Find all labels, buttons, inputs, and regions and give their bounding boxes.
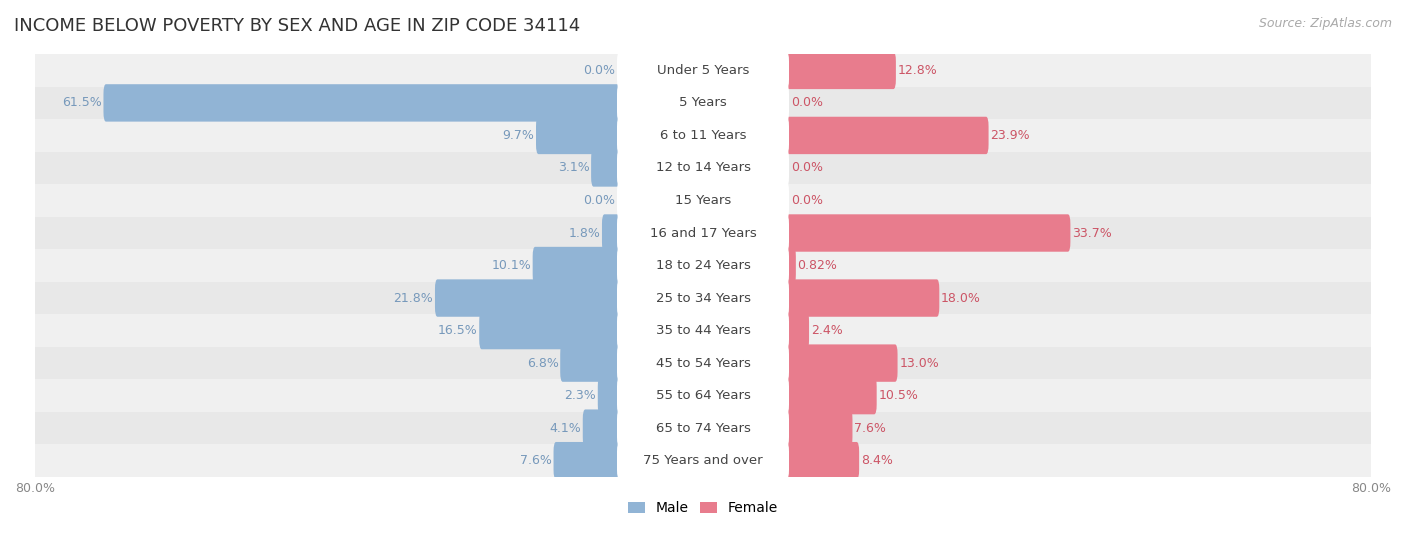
Bar <box>35 282 1371 314</box>
Text: 6 to 11 Years: 6 to 11 Years <box>659 129 747 142</box>
Text: 75 Years and over: 75 Years and over <box>643 454 763 467</box>
FancyBboxPatch shape <box>617 182 789 219</box>
FancyBboxPatch shape <box>617 442 789 480</box>
Text: 23.9%: 23.9% <box>990 129 1029 142</box>
Text: 0.82%: 0.82% <box>797 259 838 272</box>
Bar <box>35 54 1371 87</box>
Bar <box>35 87 1371 119</box>
Bar <box>35 412 1371 444</box>
FancyBboxPatch shape <box>591 149 621 187</box>
FancyBboxPatch shape <box>533 247 621 284</box>
FancyBboxPatch shape <box>560 344 621 382</box>
FancyBboxPatch shape <box>785 280 939 317</box>
Text: 18.0%: 18.0% <box>941 292 981 305</box>
Text: 0.0%: 0.0% <box>790 194 823 207</box>
Text: 61.5%: 61.5% <box>62 96 101 110</box>
Text: 4.1%: 4.1% <box>550 421 581 435</box>
FancyBboxPatch shape <box>617 149 789 187</box>
Text: 10.1%: 10.1% <box>491 259 531 272</box>
Bar <box>35 119 1371 151</box>
Text: 5 Years: 5 Years <box>679 96 727 110</box>
Text: 18 to 24 Years: 18 to 24 Years <box>655 259 751 272</box>
Text: 16 and 17 Years: 16 and 17 Years <box>650 226 756 239</box>
Text: 16.5%: 16.5% <box>437 324 478 337</box>
Text: 6.8%: 6.8% <box>527 357 558 369</box>
FancyBboxPatch shape <box>785 377 877 414</box>
FancyBboxPatch shape <box>785 344 897 382</box>
Legend: Male, Female: Male, Female <box>623 496 783 521</box>
Text: 55 to 64 Years: 55 to 64 Years <box>655 389 751 402</box>
Text: 33.7%: 33.7% <box>1071 226 1112 239</box>
Text: 15 Years: 15 Years <box>675 194 731 207</box>
FancyBboxPatch shape <box>104 84 621 122</box>
Text: 1.8%: 1.8% <box>568 226 600 239</box>
FancyBboxPatch shape <box>479 312 621 349</box>
Text: 0.0%: 0.0% <box>790 162 823 174</box>
Text: Source: ZipAtlas.com: Source: ZipAtlas.com <box>1258 17 1392 30</box>
Text: 7.6%: 7.6% <box>520 454 553 467</box>
FancyBboxPatch shape <box>434 280 621 317</box>
Text: 3.1%: 3.1% <box>558 162 589 174</box>
Text: 65 to 74 Years: 65 to 74 Years <box>655 421 751 435</box>
FancyBboxPatch shape <box>785 51 896 89</box>
Text: 0.0%: 0.0% <box>583 64 616 77</box>
FancyBboxPatch shape <box>617 51 789 89</box>
FancyBboxPatch shape <box>617 312 789 349</box>
FancyBboxPatch shape <box>785 214 1070 252</box>
FancyBboxPatch shape <box>785 117 988 154</box>
Bar <box>35 314 1371 347</box>
Text: 25 to 34 Years: 25 to 34 Years <box>655 292 751 305</box>
FancyBboxPatch shape <box>785 409 852 447</box>
Text: 12 to 14 Years: 12 to 14 Years <box>655 162 751 174</box>
FancyBboxPatch shape <box>785 442 859 480</box>
Text: 45 to 54 Years: 45 to 54 Years <box>655 357 751 369</box>
Text: 2.3%: 2.3% <box>564 389 596 402</box>
Text: INCOME BELOW POVERTY BY SEX AND AGE IN ZIP CODE 34114: INCOME BELOW POVERTY BY SEX AND AGE IN Z… <box>14 17 581 35</box>
FancyBboxPatch shape <box>554 442 621 480</box>
Bar <box>35 249 1371 282</box>
Bar <box>35 347 1371 380</box>
FancyBboxPatch shape <box>617 344 789 382</box>
Bar <box>35 151 1371 184</box>
FancyBboxPatch shape <box>602 214 621 252</box>
Bar <box>35 444 1371 477</box>
FancyBboxPatch shape <box>785 312 808 349</box>
FancyBboxPatch shape <box>617 247 789 284</box>
Text: 21.8%: 21.8% <box>394 292 433 305</box>
Bar <box>35 217 1371 249</box>
Text: 0.0%: 0.0% <box>790 96 823 110</box>
FancyBboxPatch shape <box>536 117 621 154</box>
FancyBboxPatch shape <box>785 247 796 284</box>
Text: 8.4%: 8.4% <box>860 454 893 467</box>
FancyBboxPatch shape <box>617 117 789 154</box>
FancyBboxPatch shape <box>617 377 789 414</box>
FancyBboxPatch shape <box>617 280 789 317</box>
Text: 9.7%: 9.7% <box>502 129 534 142</box>
Text: 2.4%: 2.4% <box>811 324 842 337</box>
Text: 12.8%: 12.8% <box>897 64 938 77</box>
Bar <box>35 184 1371 217</box>
Text: Under 5 Years: Under 5 Years <box>657 64 749 77</box>
Text: 0.0%: 0.0% <box>583 194 616 207</box>
Text: 35 to 44 Years: 35 to 44 Years <box>655 324 751 337</box>
Text: 13.0%: 13.0% <box>900 357 939 369</box>
Text: 7.6%: 7.6% <box>853 421 886 435</box>
FancyBboxPatch shape <box>617 214 789 252</box>
FancyBboxPatch shape <box>598 377 621 414</box>
Text: 10.5%: 10.5% <box>879 389 918 402</box>
FancyBboxPatch shape <box>617 84 789 122</box>
Bar <box>35 380 1371 412</box>
FancyBboxPatch shape <box>617 409 789 447</box>
FancyBboxPatch shape <box>582 409 621 447</box>
